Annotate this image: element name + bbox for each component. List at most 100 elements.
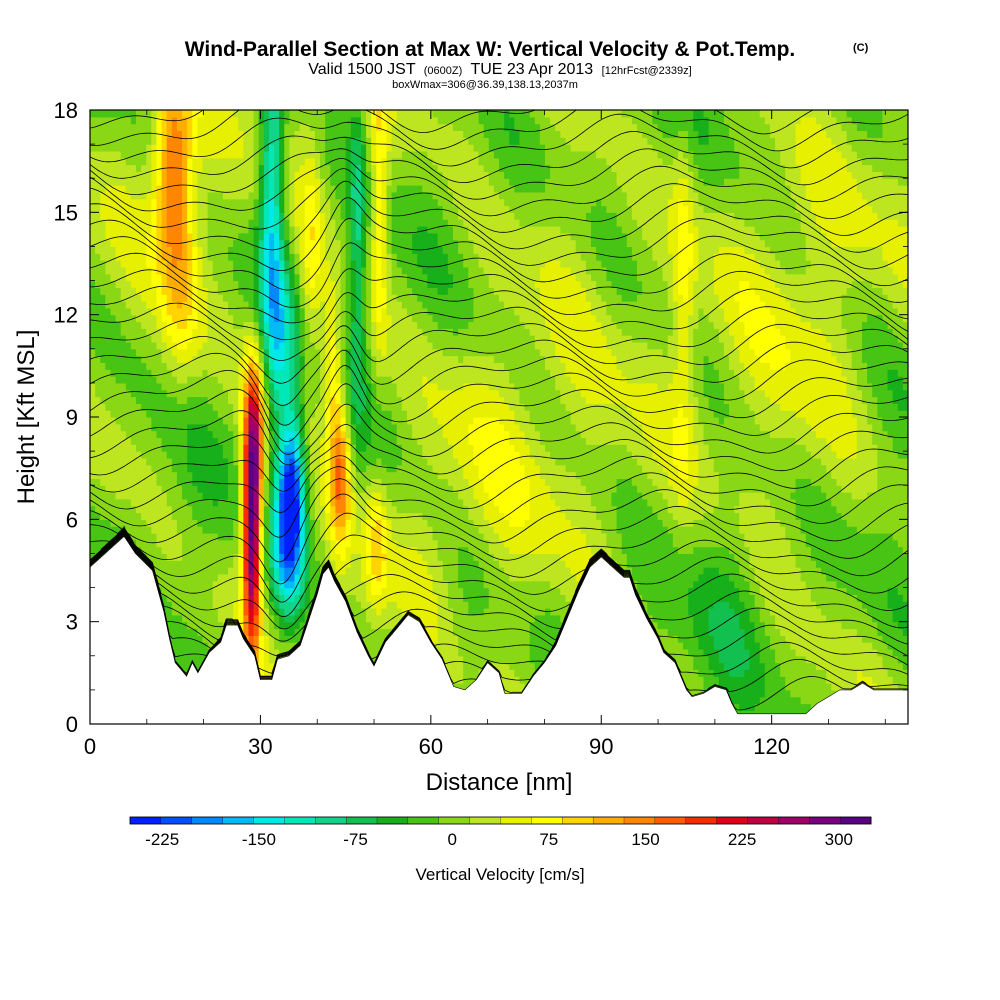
velocity-cell — [652, 246, 669, 254]
velocity-cell — [366, 123, 372, 132]
velocity-cell — [366, 191, 372, 200]
velocity-cell — [836, 478, 878, 486]
velocity-cell — [238, 546, 244, 555]
velocity-cell — [381, 198, 388, 207]
velocity-cell — [217, 614, 234, 623]
velocity-cell — [284, 130, 296, 138]
velocity-cell — [739, 314, 776, 323]
velocity-cell — [253, 478, 260, 486]
velocity-cell — [350, 512, 357, 520]
velocity-cell — [391, 532, 434, 541]
velocity-cell — [529, 451, 551, 459]
velocity-cell — [299, 321, 306, 329]
velocity-cell — [366, 110, 372, 118]
velocity-cell — [386, 137, 393, 145]
velocity-cell — [688, 144, 735, 152]
velocity-cell — [376, 144, 388, 152]
velocity-cell — [90, 110, 137, 118]
velocity-cell — [100, 205, 152, 213]
velocity-cell — [130, 116, 137, 125]
velocity-cell — [279, 205, 285, 213]
velocity-cell — [304, 464, 311, 473]
velocity-cell — [320, 239, 326, 248]
velocity-cell — [253, 171, 260, 179]
velocity-cell — [826, 232, 908, 241]
velocity-cell — [529, 628, 577, 636]
velocity-cell — [268, 546, 275, 555]
velocity-cell — [248, 628, 255, 636]
velocity-cell — [161, 130, 168, 138]
velocity-cell — [386, 171, 393, 179]
velocity-cell — [555, 376, 572, 384]
velocity-cell — [621, 539, 674, 548]
velocity-cell — [141, 321, 158, 329]
velocity-cell — [340, 253, 347, 261]
velocity-cell — [698, 314, 710, 323]
velocity-cell — [248, 219, 260, 227]
velocity-cell — [841, 369, 858, 377]
velocity-cell — [309, 471, 316, 479]
velocity-cell — [381, 232, 388, 241]
velocity-cell — [161, 348, 173, 357]
velocity-cell — [877, 444, 894, 452]
velocity-cell — [386, 266, 393, 275]
velocity-cell — [335, 539, 352, 548]
velocity-cell — [826, 130, 848, 138]
velocity-cell — [279, 260, 285, 268]
velocity-cell — [330, 403, 342, 411]
velocity-cell — [642, 430, 674, 439]
velocity-cell — [105, 403, 142, 411]
velocity-cell — [166, 212, 183, 220]
velocity-cell — [396, 185, 423, 193]
velocity-cell — [657, 485, 674, 493]
velocity-cell — [458, 239, 475, 248]
velocity-cell — [330, 553, 342, 561]
velocity-cell — [192, 185, 198, 193]
velocity-cell — [688, 444, 699, 452]
velocity-cell — [360, 328, 367, 336]
velocity-cell — [289, 205, 296, 213]
velocity-cell — [488, 171, 505, 179]
velocity-cell — [509, 662, 536, 671]
velocity-cell — [545, 157, 607, 166]
velocity-cell — [718, 417, 725, 425]
velocity-cell — [539, 464, 567, 473]
velocity-cell — [258, 123, 265, 132]
velocity-cell — [263, 301, 270, 309]
velocity-cell — [279, 280, 285, 288]
colorbar-swatch — [747, 816, 779, 825]
velocity-cell — [151, 369, 173, 377]
velocity-cell — [340, 403, 347, 411]
velocity-cell — [887, 382, 904, 391]
velocity-cell — [151, 307, 163, 316]
velocity-cell — [284, 430, 296, 439]
velocity-cell — [268, 635, 275, 643]
velocity-cell — [545, 362, 567, 370]
velocity-cell — [248, 471, 255, 479]
velocity-cell — [861, 335, 899, 343]
velocity-cell — [539, 137, 567, 145]
velocity-cell — [350, 301, 357, 309]
velocity-cell — [386, 580, 434, 589]
velocity-cell — [253, 628, 260, 636]
velocity-cell — [304, 526, 311, 534]
velocity-cell — [780, 150, 797, 159]
velocity-cell — [268, 144, 275, 152]
velocity-cell — [243, 526, 250, 534]
velocity-cell — [263, 185, 270, 193]
velocity-cell — [207, 198, 255, 207]
velocity-cell — [279, 526, 285, 534]
velocity-cell — [861, 157, 908, 166]
velocity-cell — [161, 225, 168, 234]
velocity-cell — [483, 662, 510, 671]
velocity-cell — [325, 137, 347, 145]
velocity-cell — [90, 410, 112, 418]
velocity-cell — [263, 546, 270, 555]
velocity-cell — [437, 539, 490, 548]
velocity-cell — [366, 144, 372, 152]
velocity-cell — [100, 355, 142, 364]
y-tick-label: 9 — [66, 405, 78, 430]
velocity-cell — [452, 608, 469, 616]
velocity-cell — [268, 178, 275, 186]
velocity-cell — [437, 164, 485, 172]
